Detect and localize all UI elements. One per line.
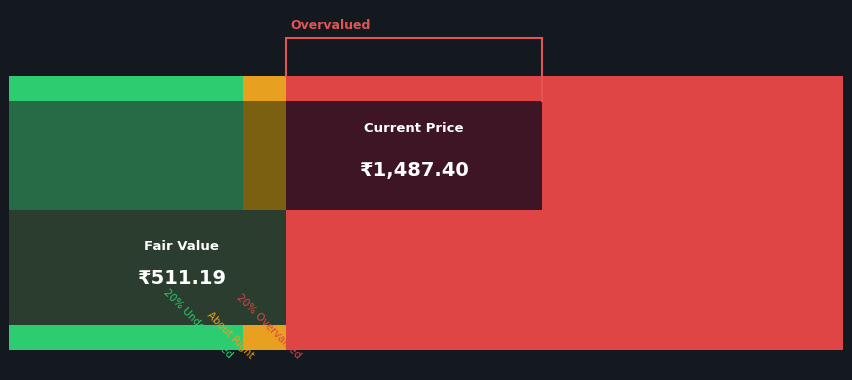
Bar [243,210,285,325]
Bar [243,76,285,101]
Text: 20% Overvalued: 20% Overvalued [234,292,302,361]
Bar [285,325,842,350]
Bar [285,210,842,325]
Bar [285,76,842,101]
Bar [243,101,285,210]
Bar [285,101,541,210]
Bar [9,210,285,325]
Bar [9,210,243,325]
Bar [243,325,285,350]
Bar [9,101,243,210]
Text: -191.0%: -191.0% [290,0,378,4]
Text: Current Price: Current Price [364,122,463,135]
Bar [9,76,243,101]
Text: Fair Value: Fair Value [144,240,218,253]
Text: ₹511.19: ₹511.19 [136,269,226,288]
Text: About Right: About Right [205,310,256,361]
Text: Overvalued: Overvalued [290,19,370,32]
Bar [9,325,243,350]
Text: 20% Undervalued: 20% Undervalued [162,288,234,361]
Text: ₹1,487.40: ₹1,487.40 [359,161,468,180]
Bar [285,101,842,210]
